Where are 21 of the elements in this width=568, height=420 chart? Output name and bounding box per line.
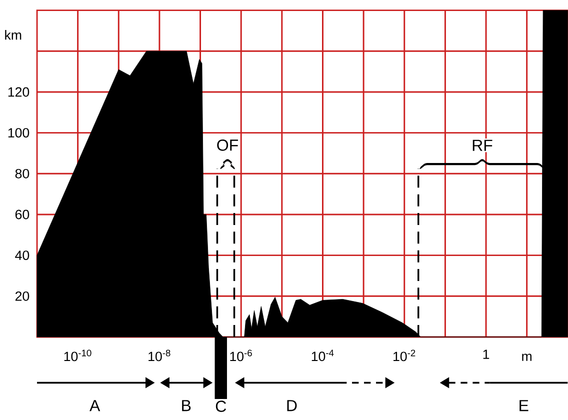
y-tick-label: 60	[15, 210, 30, 220]
x-tick-label: 10$^{-10}$	[64, 350, 92, 362]
x-axis-title: m	[522, 354, 532, 361]
text: D	[287, 400, 297, 412]
annotation: RF	[472, 140, 492, 151]
annotation: OF	[217, 140, 238, 151]
y-tick-label: 120	[8, 87, 30, 97]
y-tick-label: 20	[15, 291, 30, 301]
y-tick-label: 100	[8, 128, 30, 138]
text: C	[216, 400, 226, 412]
x-tick-label: 10$^{-2}$	[394, 350, 416, 362]
x-tick-label: 1	[483, 350, 490, 359]
y-tick-label: 40	[15, 250, 30, 260]
text: A	[90, 400, 100, 412]
y-axis-title: km	[5, 30, 22, 40]
text: E	[520, 400, 528, 412]
x-tick-label: 10$^{-8}$	[148, 350, 170, 362]
y-tick-label: 80	[15, 168, 30, 178]
text: B	[182, 400, 191, 412]
x-tick-label: 10$^{-4}$	[312, 350, 334, 362]
x-tick-label: 10$^{-6}$	[230, 350, 252, 362]
